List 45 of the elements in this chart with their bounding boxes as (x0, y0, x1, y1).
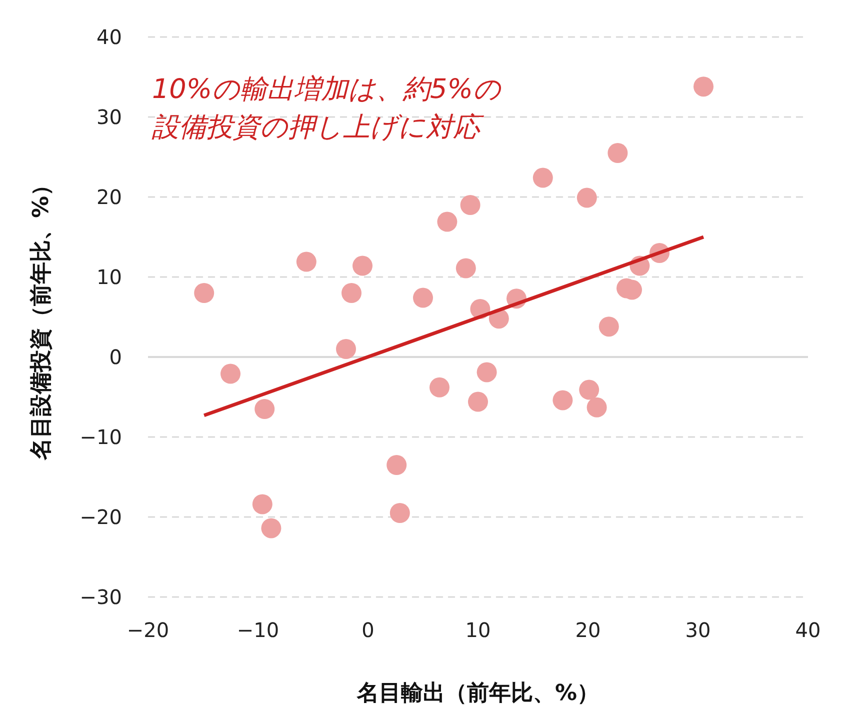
x-tick-label: 10 (465, 618, 491, 642)
point (608, 143, 628, 163)
point (476, 362, 497, 382)
y-tick-label: 20 (96, 185, 122, 209)
x-tick-label: 40 (795, 618, 821, 642)
y-axis-title: 名目設備投資（前年比、%） (29, 174, 54, 462)
point (261, 518, 282, 538)
point (413, 288, 433, 308)
annotation: 10%の輸出増加は、約5%の (152, 74, 502, 105)
annotation: 設備投資の押し上げに対応 (151, 112, 485, 143)
x-tick-label: 20 (575, 618, 601, 642)
y-tick-label: 40 (96, 25, 122, 49)
y-tick-label: 10 (96, 265, 122, 289)
x-tick-label: 30 (685, 618, 711, 642)
x-axis-title: 名目輸出（前年比、%） (356, 681, 600, 706)
y-tick-label: 30 (96, 105, 122, 129)
point (336, 339, 356, 359)
point (252, 494, 272, 514)
x-tick-label: 0 (362, 618, 374, 642)
point (386, 455, 407, 475)
y-tick-label: −10 (80, 425, 122, 449)
point (220, 364, 240, 384)
point (456, 258, 476, 278)
point (694, 76, 714, 97)
point (430, 377, 450, 398)
x-tick-label: −20 (126, 618, 170, 642)
y-tick-label: 0 (109, 345, 122, 369)
y-tick-label: −30 (80, 585, 122, 609)
point (460, 195, 480, 215)
point (254, 399, 275, 419)
point (576, 188, 597, 208)
point (468, 392, 488, 412)
y-tick-label: −20 (80, 505, 122, 529)
point (296, 252, 316, 272)
point (437, 212, 458, 232)
point (352, 256, 372, 276)
point (552, 390, 573, 410)
point (342, 283, 362, 303)
point (598, 316, 619, 337)
point (586, 397, 607, 418)
point (194, 283, 214, 303)
x-tick-label: −10 (236, 618, 280, 642)
point (532, 168, 553, 188)
point (579, 380, 600, 400)
point (390, 503, 410, 523)
